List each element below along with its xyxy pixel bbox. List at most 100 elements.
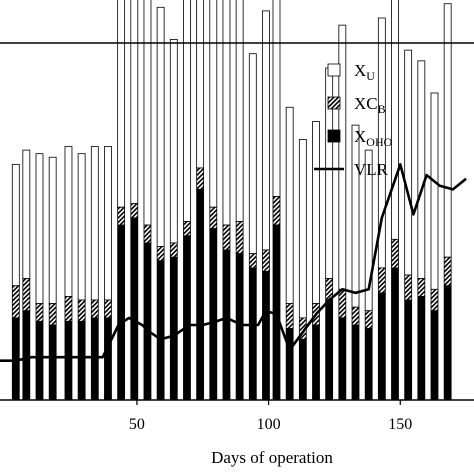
bar-xu-14	[196, 0, 205, 169]
vlr-line	[0, 163, 467, 363]
bar-xoho-13	[183, 235, 191, 401]
legend-xu-marker	[327, 63, 341, 77]
bar-xu-15	[209, 0, 218, 208]
bar-xu-1	[22, 149, 31, 280]
bar-xoho-8	[117, 224, 126, 401]
x-tick-label-100: 100	[257, 416, 281, 433]
bar-xoho-18	[248, 267, 257, 401]
legend-xu-label: XU	[354, 61, 375, 83]
bar-xoho-16	[222, 249, 231, 401]
bar-xoho-19	[262, 271, 270, 401]
bar-xu-29	[391, 0, 399, 240]
plot-frame	[0, 42, 474, 401]
bar-xu-4	[64, 146, 73, 297]
bar-xoho-14	[196, 188, 205, 401]
bar-xcb-18	[248, 253, 257, 269]
bar-xoho-7	[104, 317, 112, 401]
bar-xcb-25	[338, 288, 347, 319]
bar-xoho-5	[77, 321, 86, 401]
bar-xu-0	[11, 163, 20, 287]
bar-xcb-12	[169, 242, 178, 258]
bar-xcb-15	[209, 206, 218, 230]
bar-xcb-27	[364, 310, 373, 330]
bar-xoho-9	[130, 217, 139, 401]
bar-xoho-31	[417, 296, 426, 401]
bar-xcb-13	[183, 221, 191, 237]
bar-xcb-3	[48, 303, 57, 326]
bar-xoho-29	[391, 267, 399, 401]
legend-xoho-marker	[327, 129, 341, 143]
bar-xoho-6	[90, 317, 99, 401]
bar-xu-10	[143, 0, 152, 226]
bar-xcb-14	[196, 167, 205, 190]
bar-xoho-11	[156, 260, 165, 401]
bar-xu-20	[272, 0, 281, 197]
vlr-layer	[0, 163, 467, 363]
bar-xoho-4	[64, 321, 73, 401]
bar-xoho-30	[404, 299, 413, 401]
bars-layer	[11, 0, 452, 401]
bar-xoho-15	[209, 228, 218, 401]
legend-xoho-label: XOHO	[354, 127, 393, 149]
bar-xu-3	[48, 156, 57, 305]
bar-xu-9	[130, 0, 139, 205]
x-axis-title: Days of operation	[211, 448, 333, 467]
bar-xcb-29	[391, 238, 399, 269]
bar-xu-12	[169, 39, 178, 244]
bar-xoho-24	[325, 299, 334, 401]
bar-xcb-11	[156, 246, 165, 262]
bar-xoho-33	[443, 285, 452, 401]
bar-xoho-23	[312, 324, 320, 401]
bar-xcb-9	[130, 203, 139, 219]
bar-xcb-26	[351, 306, 360, 326]
bar-xcb-6	[90, 299, 99, 319]
bar-xu-16	[222, 0, 231, 226]
bar-xcb-2	[35, 303, 44, 322]
bar-xcb-10	[143, 224, 152, 244]
bar-xu-26	[351, 124, 360, 308]
bar-xu-13	[183, 0, 191, 222]
x-tick-label-150: 150	[388, 416, 412, 433]
bar-xu-33	[443, 3, 452, 258]
bar-xoho-21	[285, 328, 294, 401]
bar-xcb-33	[443, 256, 452, 287]
bar-xu-32	[430, 92, 439, 290]
bar-xoho-12	[169, 256, 178, 401]
bar-xoho-2	[35, 321, 44, 401]
bar-xcb-4	[64, 296, 73, 322]
bar-xoho-32	[430, 310, 439, 401]
bar-xu-2	[35, 153, 44, 305]
bar-xu-7	[104, 146, 112, 301]
legend-xcb-marker	[327, 96, 341, 110]
bar-xcb-30	[404, 274, 413, 301]
bar-xcb-28	[377, 267, 386, 294]
bar-xu-19	[262, 10, 270, 251]
bar-xu-21	[285, 106, 294, 305]
bar-xu-22	[298, 138, 307, 319]
x-tick-label-50: 50	[129, 416, 145, 433]
bar-xoho-26	[351, 324, 360, 401]
bar-xu-30	[404, 49, 413, 276]
bar-xcb-16	[222, 224, 231, 251]
bar-xcb-20	[272, 196, 281, 226]
bar-xcb-5	[77, 299, 86, 322]
bar-xcb-31	[417, 278, 426, 297]
bar-xcb-21	[285, 303, 294, 329]
bar-xcb-17	[235, 221, 244, 255]
x-ticks: 50 100 150	[129, 400, 412, 433]
bar-xcb-19	[262, 249, 270, 272]
bar-xu-18	[248, 53, 257, 255]
bar-xu-31	[417, 60, 426, 280]
bar-xu-17	[235, 0, 244, 222]
bar-xoho-28	[377, 292, 386, 401]
bar-xu-5	[77, 153, 86, 301]
bar-xoho-1	[22, 310, 31, 401]
bar-xoho-17	[235, 253, 244, 401]
bar-xu-6	[90, 146, 99, 301]
bar-xcb-7	[104, 299, 112, 319]
bar-xcb-32	[430, 288, 439, 312]
bar-xoho-10	[143, 242, 152, 401]
bar-xcb-0	[11, 285, 20, 319]
legend-vlr-label: VLR	[354, 160, 389, 179]
